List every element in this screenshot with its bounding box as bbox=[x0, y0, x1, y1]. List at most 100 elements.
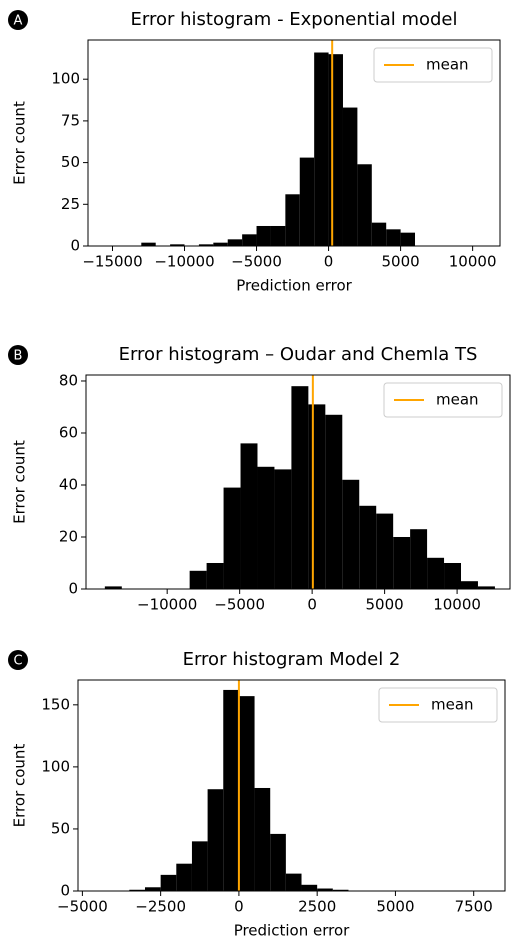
x-tick-label: 5000 bbox=[382, 253, 420, 271]
axes-frame bbox=[87, 39, 501, 247]
bar bbox=[357, 164, 372, 246]
x-tick-label: −5000 bbox=[57, 898, 108, 916]
bar bbox=[104, 586, 122, 589]
bar bbox=[144, 887, 161, 891]
axes-frame bbox=[85, 374, 511, 590]
bar bbox=[240, 443, 258, 589]
bar bbox=[477, 586, 495, 589]
bar bbox=[242, 234, 257, 246]
panel-badge bbox=[8, 10, 28, 30]
bar bbox=[285, 194, 300, 246]
x-tick-label: 0 bbox=[324, 253, 334, 271]
y-tick-label: 0 bbox=[70, 237, 80, 255]
bar bbox=[301, 884, 318, 891]
bar bbox=[274, 469, 292, 589]
y-tick-label: 150 bbox=[41, 695, 70, 713]
y-tick-label: 40 bbox=[59, 475, 78, 493]
y-tick-label: 25 bbox=[61, 195, 80, 213]
x-tick-label: −10000 bbox=[137, 596, 197, 614]
bar bbox=[257, 466, 275, 589]
y-tick-label: 60 bbox=[59, 423, 78, 441]
legend-label: mean bbox=[431, 696, 474, 714]
bar bbox=[308, 404, 326, 589]
bar bbox=[332, 889, 349, 891]
y-tick-label: 0 bbox=[68, 580, 78, 598]
bar bbox=[189, 570, 207, 589]
bar bbox=[207, 789, 224, 891]
bar bbox=[427, 557, 445, 589]
bar bbox=[285, 873, 302, 891]
bar bbox=[213, 242, 228, 246]
bar bbox=[371, 222, 387, 246]
bar bbox=[270, 225, 286, 246]
bar bbox=[386, 229, 401, 246]
bar bbox=[314, 52, 329, 247]
bar bbox=[410, 529, 428, 589]
y-tick-label: 50 bbox=[61, 153, 80, 171]
chart-title: Error histogram - Exponential model bbox=[131, 9, 458, 30]
x-tick-label: 10000 bbox=[449, 253, 497, 271]
bar bbox=[256, 225, 271, 246]
bar bbox=[227, 239, 243, 246]
panel-label: C bbox=[13, 654, 22, 669]
bar bbox=[299, 157, 315, 246]
bar bbox=[223, 487, 241, 589]
panel-badge bbox=[8, 650, 28, 670]
y-tick-label: 100 bbox=[51, 70, 80, 88]
x-tick-label: −15000 bbox=[82, 253, 142, 271]
x-tick-label: −5000 bbox=[231, 253, 282, 271]
bar bbox=[206, 562, 224, 589]
x-axis-label: Prediction error bbox=[234, 922, 350, 940]
bar bbox=[170, 244, 185, 246]
legend-label: mean bbox=[426, 56, 469, 74]
bar bbox=[444, 562, 462, 589]
legend-box bbox=[378, 687, 498, 723]
bar bbox=[270, 833, 286, 891]
y-tick-label: 80 bbox=[59, 371, 78, 389]
y-axis-label: Error count bbox=[11, 440, 29, 524]
bar bbox=[176, 863, 192, 891]
chart-title: Error histogram – Oudar and Chemla TS bbox=[119, 344, 478, 365]
y-tick-label: 20 bbox=[59, 527, 78, 545]
bar bbox=[376, 513, 394, 589]
bar bbox=[238, 696, 255, 891]
bar bbox=[317, 888, 333, 891]
panel-badge bbox=[8, 345, 28, 365]
y-tick-label: 75 bbox=[61, 111, 80, 129]
axes-frame bbox=[77, 679, 506, 892]
bar bbox=[223, 689, 239, 891]
y-axis-label: Error count bbox=[11, 744, 29, 828]
bar bbox=[359, 505, 377, 589]
bar bbox=[393, 536, 411, 589]
x-tick-label: −10000 bbox=[154, 253, 214, 271]
bar bbox=[461, 581, 478, 589]
x-tick-label: 5000 bbox=[376, 898, 414, 916]
bar bbox=[291, 386, 309, 589]
x-tick-label: 5000 bbox=[366, 596, 404, 614]
bar bbox=[191, 841, 208, 891]
legend-label: mean bbox=[436, 391, 479, 409]
bar bbox=[342, 107, 358, 246]
y-tick-label: 50 bbox=[51, 819, 70, 837]
bar bbox=[141, 242, 156, 246]
panel-label: B bbox=[14, 349, 23, 364]
bar bbox=[400, 232, 416, 246]
x-tick-label: 10000 bbox=[433, 596, 481, 614]
x-tick-label: 2500 bbox=[298, 898, 336, 916]
x-tick-label: −2500 bbox=[135, 898, 186, 916]
legend-box bbox=[383, 382, 503, 418]
bar bbox=[160, 874, 177, 891]
panel-label: A bbox=[14, 14, 23, 29]
y-tick-label: 0 bbox=[60, 882, 70, 900]
y-tick-label: 100 bbox=[41, 757, 70, 775]
legend-box bbox=[373, 47, 493, 83]
bar bbox=[254, 787, 271, 891]
bar bbox=[129, 889, 145, 891]
bar bbox=[342, 479, 360, 589]
x-axis-label: Prediction error bbox=[236, 277, 352, 295]
chart-title: Error histogram Model 2 bbox=[183, 649, 401, 670]
bar bbox=[328, 54, 343, 247]
bar bbox=[198, 244, 214, 246]
x-tick-label: 0 bbox=[307, 596, 317, 614]
